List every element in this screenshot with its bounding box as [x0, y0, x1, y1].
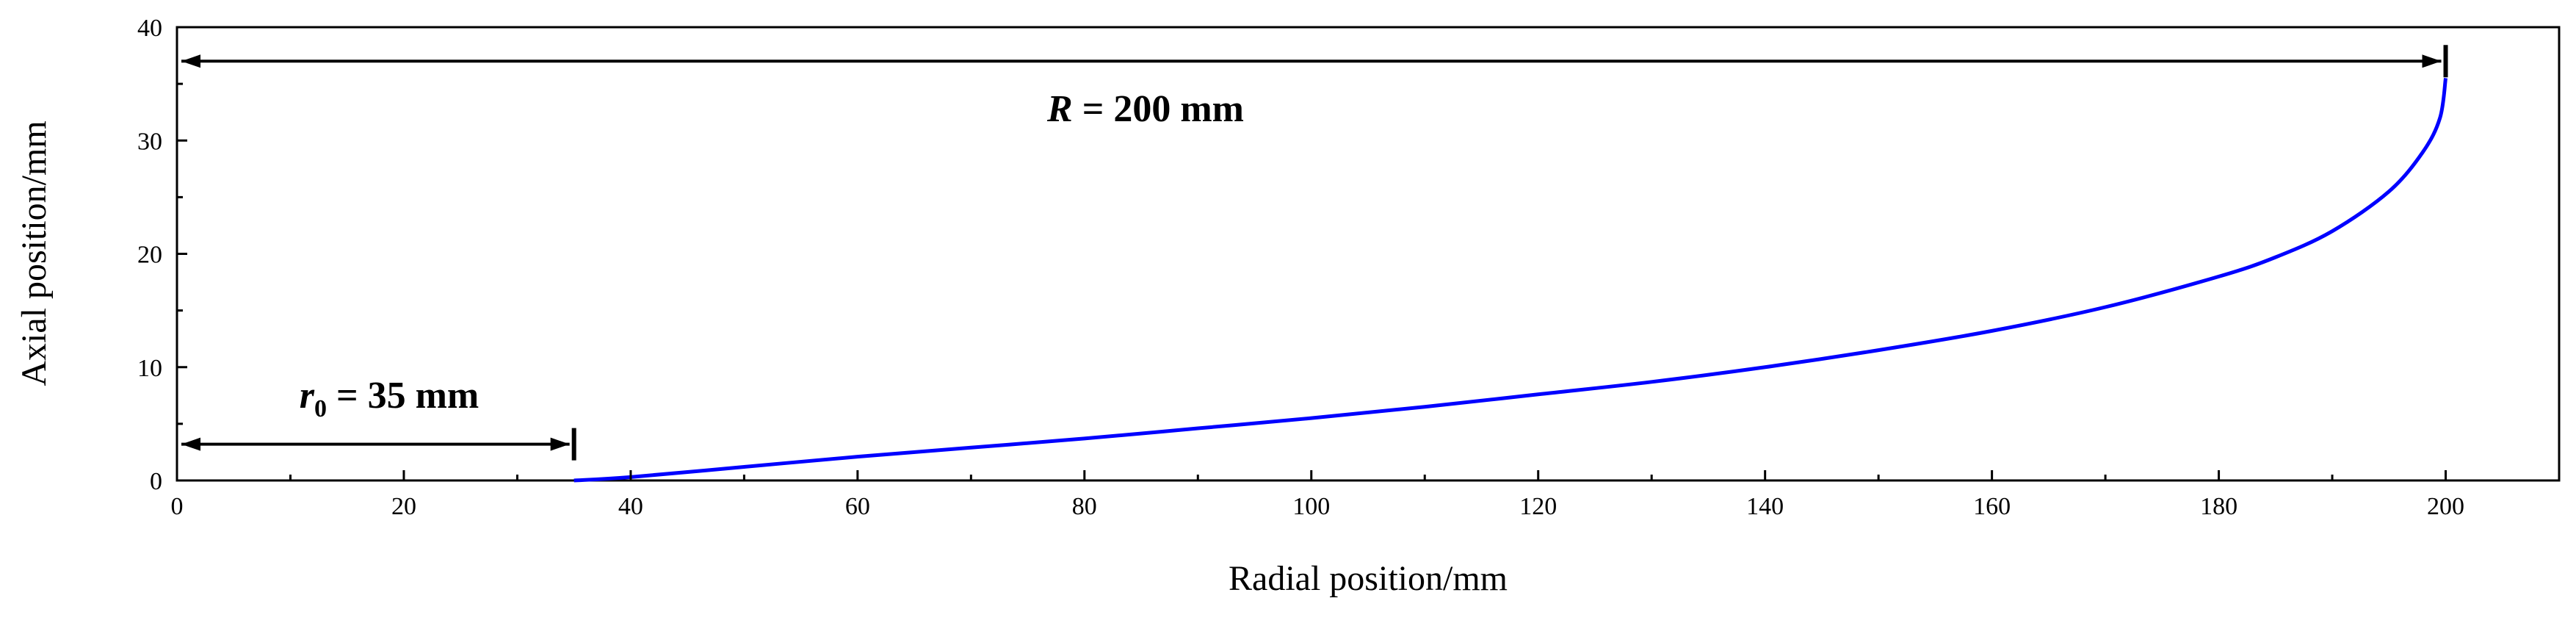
y-tick-label: 40: [137, 15, 162, 42]
y-tick-label: 10: [137, 355, 162, 382]
y-axis-ticks: 0 10 20 30 40: [137, 15, 187, 495]
x-tick-label: 40: [618, 493, 643, 520]
arrowhead-left: [181, 437, 200, 451]
arrowhead-left: [181, 54, 200, 68]
x-tick-label: 20: [391, 493, 416, 520]
annotation-r0-label: r0 = 35 mm: [300, 375, 480, 422]
y-tick-label: 30: [137, 128, 162, 155]
x-tick-label: 80: [1072, 493, 1097, 520]
annotation-r-label: R = 200 mm: [1046, 88, 1244, 130]
series-line-profile: [574, 78, 2447, 483]
x-tick-label: 200: [2427, 493, 2464, 520]
x-tick-label: 100: [1292, 493, 1330, 520]
x-tick-label: 0: [171, 493, 184, 520]
y-axis-title: Axial position/mm: [15, 120, 54, 386]
arrowhead-right: [2422, 54, 2442, 68]
annotation-r-dimension: [181, 45, 2448, 78]
x-tick-label: 140: [1746, 493, 1784, 520]
y-tick-label: 20: [137, 242, 162, 269]
arrowhead-right: [550, 437, 570, 451]
x-axis-title: Radial position/mm: [1229, 559, 1508, 598]
x-tick-label: 60: [845, 493, 870, 520]
annotation-r0-dimension: [181, 428, 576, 461]
x-tick-label: 160: [1973, 493, 2011, 520]
x-tick-label: 120: [1519, 493, 1557, 520]
y-tick-label: 0: [150, 468, 162, 495]
x-axis-ticks: 0 20 40 60 80 100 120 140 160 180 200: [171, 470, 2561, 520]
x-tick-label: 180: [2200, 493, 2237, 520]
